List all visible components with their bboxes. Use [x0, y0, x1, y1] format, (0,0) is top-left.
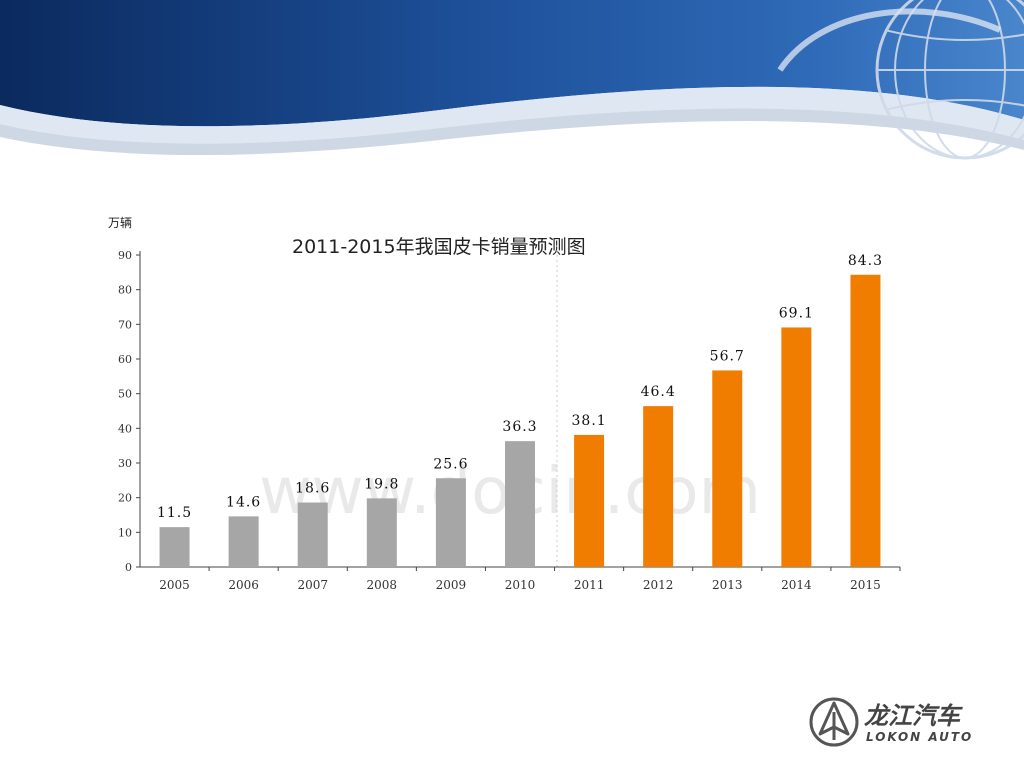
x-tick-label: 2005	[159, 578, 190, 592]
data-label-2005: 11.5	[157, 505, 192, 521]
logo-chinese-text: 龙江汽车	[864, 702, 963, 730]
x-tick-label: 2012	[643, 578, 674, 592]
x-tick-label: 2013	[712, 578, 743, 592]
x-tick-label: 2010	[505, 578, 536, 592]
x-tick-label: 2015	[850, 578, 881, 592]
data-label-2007: 18.6	[295, 481, 330, 497]
bar-2013	[712, 370, 743, 567]
y-tick-label: 80	[118, 284, 132, 297]
data-label-2010: 36.3	[502, 419, 537, 435]
data-label-2013: 56.7	[710, 348, 745, 364]
bar-2006	[228, 516, 259, 567]
chart-title: 2011-2015年我国皮卡销量预测图	[292, 236, 586, 258]
bar-2014	[781, 327, 812, 567]
data-label-2006: 14.6	[226, 494, 261, 510]
sales-forecast-chart: 万辆 2011-2015年我国皮卡销量预测图 www.docin.com 010…	[108, 216, 901, 592]
y-tick-label: 40	[118, 422, 132, 435]
plot-area: 0 10 20 30 40 50 60 70 80 90 2005 2006 2007 2008 2009 2…	[118, 249, 901, 592]
lokon-auto-logo: 龙江汽车 LOKON AUTO	[809, 697, 973, 747]
bar-2010	[505, 441, 535, 567]
data-label-2014: 69.1	[779, 305, 814, 321]
globe-icon	[777, 0, 1024, 160]
header-banner	[0, 0, 1024, 160]
y-tick-label: 20	[118, 492, 132, 505]
data-label-2012: 46.4	[641, 384, 676, 400]
bar-2012	[643, 406, 674, 567]
bar-2009	[435, 478, 466, 567]
data-label-2009: 25.6	[433, 456, 468, 472]
x-tick-label: 2008	[367, 578, 398, 592]
y-tick-label: 50	[118, 388, 132, 401]
bar-2015	[850, 274, 881, 567]
y-tick-label: 30	[118, 457, 132, 470]
y-tick-label: 10	[118, 526, 132, 539]
x-tick-label: 2009	[436, 578, 467, 592]
logo-english-text: LOKON AUTO	[866, 730, 973, 744]
bar-2011	[574, 434, 605, 567]
y-tick-label: 60	[118, 353, 132, 366]
y-tick-label: 70	[118, 318, 132, 331]
data-label-2015: 84.3	[848, 253, 883, 269]
x-tick-label: 2011	[574, 578, 605, 592]
x-tick-label: 2014	[781, 578, 812, 592]
y-tick-label: 0	[125, 561, 132, 574]
data-label-2011: 38.1	[572, 413, 607, 429]
lokon-emblem-icon	[809, 697, 859, 747]
x-tick-label: 2006	[228, 578, 259, 592]
y-tick-label: 90	[118, 249, 132, 262]
bar-2008	[366, 498, 397, 567]
bar-2007	[297, 502, 328, 567]
y-axis-unit-label: 万辆	[108, 216, 132, 230]
x-tick-label: 2007	[297, 578, 328, 592]
bar-2005	[159, 527, 190, 567]
data-label-2008: 19.8	[364, 476, 399, 492]
